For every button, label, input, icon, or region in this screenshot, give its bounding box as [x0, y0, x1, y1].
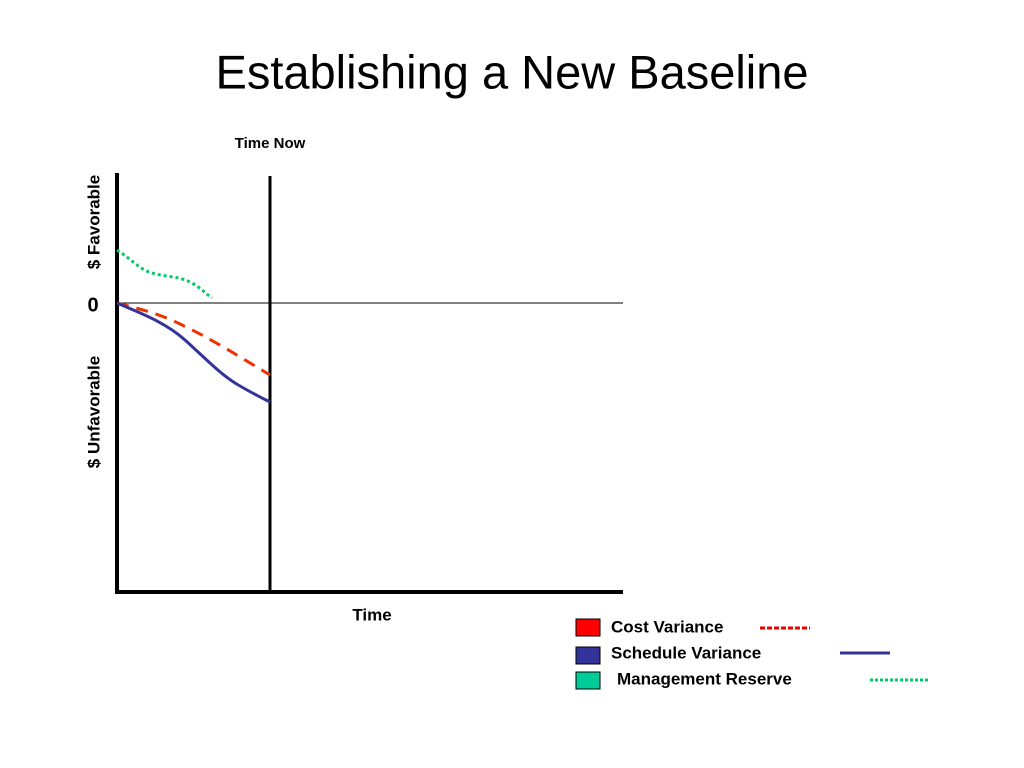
- legend-label: Cost Variance: [611, 617, 723, 636]
- legend-swatch: [575, 671, 601, 690]
- legend-swatch: [575, 646, 601, 665]
- slide-title: Establishing a New Baseline: [215, 45, 808, 98]
- schedule-variance-curve: [116, 301, 271, 404]
- zero-label: 0: [87, 294, 98, 316]
- time-now-label: Time Now: [235, 135, 306, 152]
- unfavorable-label: $ Unfavorable: [84, 356, 103, 468]
- legend-label: Management Reserve: [617, 669, 792, 688]
- legend-swatch: [575, 618, 601, 637]
- x-axis-label: Time: [352, 605, 391, 624]
- cost-variance-curve: [116, 301, 271, 377]
- legend-label: Schedule Variance: [611, 643, 761, 662]
- favorable-label: $ Favorable: [84, 175, 103, 270]
- management-reserve-curve: [116, 248, 213, 300]
